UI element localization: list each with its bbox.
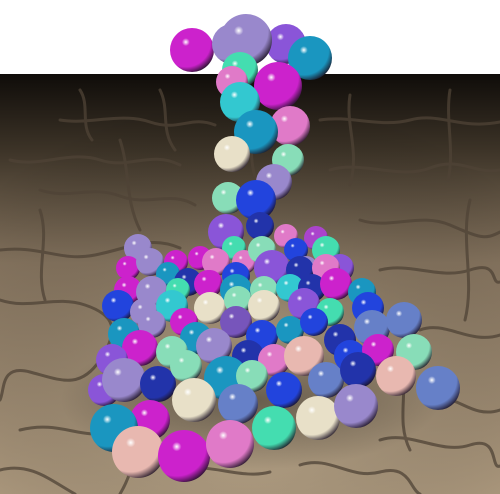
periwinkle-sphere xyxy=(218,384,258,424)
teal-sphere xyxy=(276,316,304,344)
mint-sphere xyxy=(170,350,202,382)
aqua-sphere xyxy=(252,406,296,450)
lavender-sphere xyxy=(136,248,164,276)
mint-sphere xyxy=(236,360,268,392)
navy-sphere xyxy=(246,212,274,240)
cream-sphere xyxy=(214,136,250,172)
navy-sphere xyxy=(140,366,176,402)
magenta-sphere xyxy=(170,28,214,72)
magenta-sphere xyxy=(194,270,222,298)
blue-sphere xyxy=(300,308,328,336)
magenta-sphere xyxy=(254,62,302,110)
pink-sphere xyxy=(270,106,310,146)
cream-sphere xyxy=(194,292,226,324)
blue-sphere xyxy=(236,180,276,220)
sphere-pile xyxy=(88,14,460,482)
lavender-sphere xyxy=(102,358,146,402)
magenta-sphere xyxy=(158,430,210,482)
pink-sphere xyxy=(202,248,230,276)
mint-sphere xyxy=(212,182,244,214)
magenta-sphere xyxy=(116,256,140,280)
periwinkle-sphere xyxy=(416,366,460,410)
peach-sphere xyxy=(112,426,164,478)
floor-crack-pattern xyxy=(0,88,500,494)
violet-sphere xyxy=(220,306,252,338)
cream-sphere xyxy=(172,378,216,422)
cream-sphere xyxy=(248,290,280,322)
blue-sphere xyxy=(284,238,308,262)
periwinkle-sphere xyxy=(386,302,422,338)
peach-sphere xyxy=(376,356,416,396)
navy-sphere xyxy=(340,352,376,388)
blue-sphere xyxy=(266,372,302,408)
periwinkle-sphere xyxy=(308,362,344,398)
magenta-sphere xyxy=(320,268,352,300)
blue-sphere xyxy=(102,290,134,322)
lavender-sphere xyxy=(220,14,272,66)
cream-sphere xyxy=(296,396,340,440)
teal-sphere xyxy=(288,36,332,80)
lavender-sphere xyxy=(334,384,378,428)
peach-sphere xyxy=(284,336,324,376)
pink-sphere xyxy=(258,344,290,376)
lavender-sphere xyxy=(196,328,232,364)
pink-sphere xyxy=(206,420,254,468)
magenta-sphere xyxy=(122,330,158,366)
